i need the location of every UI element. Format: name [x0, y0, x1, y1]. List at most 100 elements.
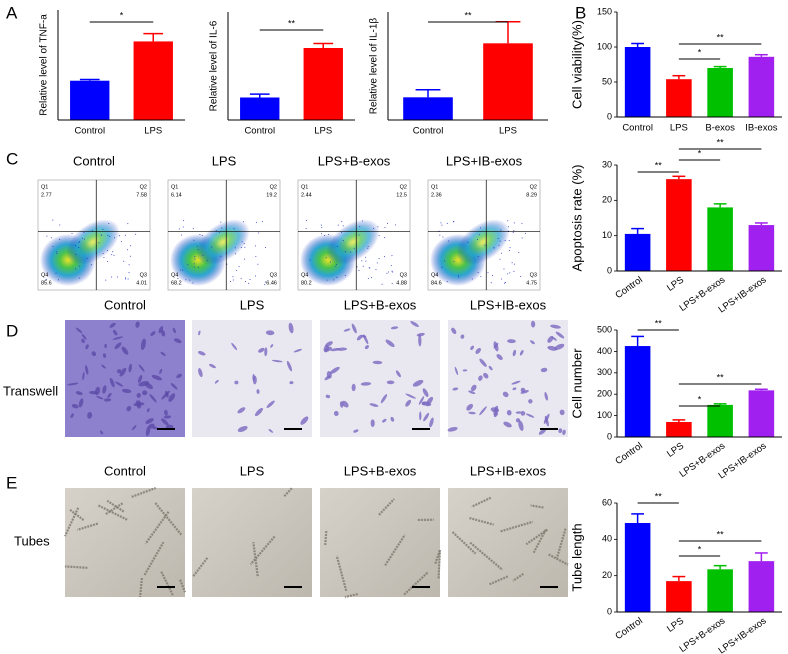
y-tick-label: 0 — [607, 606, 612, 616]
image-title: LPS+IB-exos — [470, 297, 547, 312]
dot — [177, 278, 179, 280]
cell — [138, 381, 150, 387]
micrograph — [320, 320, 440, 437]
dot — [443, 260, 445, 262]
cell — [237, 425, 248, 433]
dot — [324, 234, 326, 236]
cell — [416, 332, 425, 337]
dot — [386, 222, 388, 224]
panel-label: E — [6, 473, 17, 492]
cell — [423, 412, 430, 422]
dot — [233, 228, 235, 230]
cell — [506, 409, 512, 416]
dot — [446, 281, 448, 283]
cell — [364, 345, 370, 350]
dot — [52, 245, 54, 247]
dot — [335, 263, 337, 265]
cell — [426, 396, 434, 406]
dot — [521, 237, 523, 239]
significance-label: ** — [717, 529, 725, 539]
cell — [395, 370, 401, 378]
dot — [321, 227, 323, 229]
bar — [70, 80, 110, 120]
quadrant-name: Q2 — [530, 184, 537, 190]
bar — [748, 225, 775, 271]
dot — [392, 271, 394, 273]
panel-label: C — [6, 149, 18, 168]
y-tick-label: 100 — [597, 41, 612, 51]
cell — [150, 331, 156, 336]
dot — [477, 255, 479, 257]
cell — [518, 420, 524, 431]
dot — [46, 235, 48, 237]
cell — [551, 336, 557, 341]
cell — [234, 380, 239, 385]
dot — [342, 225, 344, 227]
quadrant-name: Q3 — [140, 272, 147, 278]
cell — [333, 410, 339, 417]
cell — [149, 393, 157, 403]
cell — [112, 336, 123, 340]
cell — [135, 321, 140, 328]
quadrant-value: 2.36 — [431, 192, 442, 198]
quadrant-name: Q3 — [270, 272, 277, 278]
cell — [137, 375, 143, 383]
dot — [236, 269, 238, 271]
dot — [254, 245, 256, 247]
bar — [707, 404, 733, 437]
quadrant-value: 4.75 — [526, 280, 537, 286]
quadrant-name: Q3 — [530, 272, 537, 278]
quadrant-value: 8.29 — [526, 192, 537, 198]
cell — [254, 407, 263, 417]
tube — [154, 502, 183, 536]
dot — [182, 226, 184, 228]
cell — [528, 399, 533, 404]
dot — [513, 230, 515, 232]
dot — [375, 269, 377, 271]
dot — [264, 284, 266, 286]
cell — [562, 429, 566, 436]
cell — [418, 334, 422, 347]
dot — [378, 235, 380, 237]
dot — [333, 279, 335, 281]
dot — [83, 232, 85, 234]
dot — [201, 234, 203, 236]
dot — [192, 228, 194, 230]
y-tick-label: 50 — [602, 76, 612, 86]
dot — [257, 263, 259, 265]
row-label: Tubes — [14, 533, 50, 548]
dot — [56, 251, 58, 253]
dot — [107, 234, 109, 236]
cell — [258, 347, 265, 353]
tube — [548, 553, 569, 566]
quadrant-value: 7.58 — [136, 192, 147, 198]
dot — [521, 223, 523, 225]
dot — [518, 252, 520, 254]
dot — [125, 277, 127, 279]
cell — [363, 334, 369, 345]
dot — [75, 254, 77, 256]
bar — [748, 390, 775, 437]
dot — [238, 265, 240, 267]
quadrant-name: Q1 — [301, 184, 308, 190]
cell — [520, 410, 526, 416]
dot — [394, 224, 396, 226]
dot — [520, 276, 522, 278]
dot — [101, 234, 103, 236]
tube — [489, 575, 509, 586]
y-tick-label: 100 — [597, 410, 612, 420]
tube — [471, 496, 492, 508]
image-title: LPS+B-exos — [344, 297, 417, 312]
cell — [507, 339, 516, 344]
cell — [214, 379, 219, 384]
quadrant-name: Q4 — [301, 272, 308, 278]
dot — [255, 221, 257, 223]
dot — [86, 258, 88, 260]
micrograph — [192, 488, 312, 597]
cell — [385, 339, 395, 348]
dot — [102, 228, 104, 230]
plot-title: LPS+IB-exos — [446, 153, 523, 168]
dot — [507, 226, 509, 228]
x-tick-label: LPS — [665, 275, 686, 294]
